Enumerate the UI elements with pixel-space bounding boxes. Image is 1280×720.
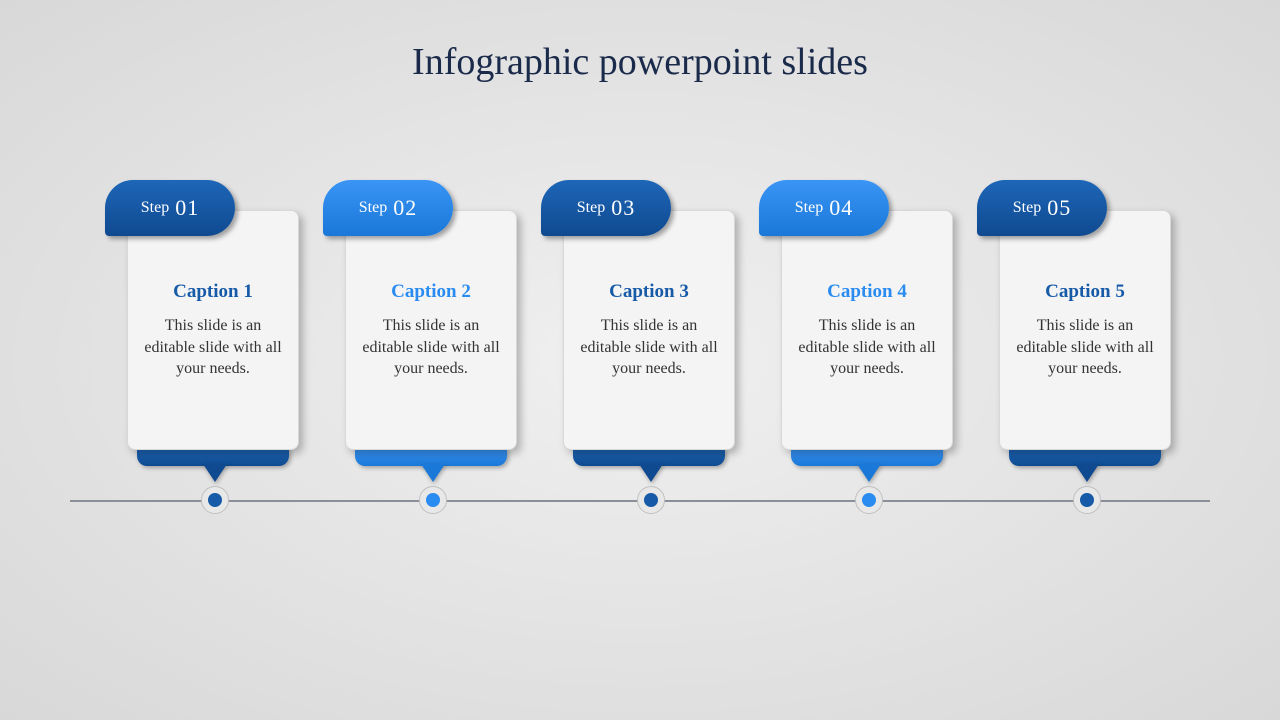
step-label: Step [1013,199,1041,217]
step-label: Step [141,199,169,217]
connector-triangle-icon [857,464,881,482]
step-number: 05 [1047,195,1071,221]
step-card: Caption 2 This slide is an editable slid… [345,210,517,450]
step-unit-3: Step 03 Caption 3 This slide is an edita… [545,180,735,450]
step-number: 04 [829,195,853,221]
step-caption: Caption 4 [796,281,938,303]
timeline-dot [855,486,883,514]
slide-title: Infographic powerpoint slides [0,0,1280,84]
step-caption: Caption 3 [578,281,720,303]
connector-triangle-icon [1075,464,1099,482]
step-card: Caption 5 This slide is an editable slid… [999,210,1171,450]
step-unit-1: Step 01 Caption 1 This slide is an edita… [109,180,299,450]
connector-triangle-icon [421,464,445,482]
step-tab: Step 02 [323,180,453,236]
timeline-dot [419,486,447,514]
step-body: This slide is an editable slide with all… [360,315,502,380]
step-caption: Caption 2 [360,281,502,303]
step-caption: Caption 5 [1014,281,1156,303]
step-tab: Step 04 [759,180,889,236]
step-body: This slide is an editable slide with all… [578,315,720,380]
step-number: 01 [175,195,199,221]
timeline-dot [637,486,665,514]
step-card: Caption 3 This slide is an editable slid… [563,210,735,450]
step-label: Step [359,199,387,217]
step-label: Step [577,199,605,217]
step-card: Caption 1 This slide is an editable slid… [127,210,299,450]
step-card: Caption 4 This slide is an editable slid… [781,210,953,450]
step-label: Step [795,199,823,217]
step-tab: Step 01 [105,180,235,236]
step-number: 02 [393,195,417,221]
timeline-dot-inner [644,493,658,507]
step-body: This slide is an editable slide with all… [142,315,284,380]
step-tab: Step 05 [977,180,1107,236]
timeline-dot [1073,486,1101,514]
step-number: 03 [611,195,635,221]
timeline-dot-inner [862,493,876,507]
connector-triangle-icon [639,464,663,482]
step-body: This slide is an editable slide with all… [796,315,938,380]
cards-row: Step 01 Caption 1 This slide is an edita… [0,180,1280,450]
step-body: This slide is an editable slide with all… [1014,315,1156,380]
connector-triangle-icon [203,464,227,482]
timeline-dot-inner [426,493,440,507]
step-unit-5: Step 05 Caption 5 This slide is an edita… [981,180,1171,450]
timeline: Step 01 Caption 1 This slide is an edita… [0,180,1280,580]
timeline-dot-inner [1080,493,1094,507]
step-caption: Caption 1 [142,281,284,303]
step-unit-2: Step 02 Caption 2 This slide is an edita… [327,180,517,450]
timeline-dot-inner [208,493,222,507]
timeline-dot [201,486,229,514]
step-unit-4: Step 04 Caption 4 This slide is an edita… [763,180,953,450]
step-tab: Step 03 [541,180,671,236]
